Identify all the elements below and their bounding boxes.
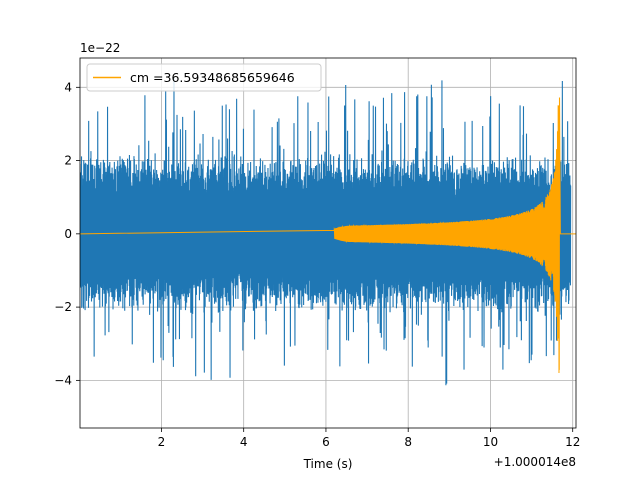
plot-frame [79,57,577,429]
y-tick-label: −2 [54,300,72,314]
legend-label-chirp: cm =36.59348685659646 [130,70,295,85]
y-axis-ticks: −4 −2 0 2 4 [54,80,80,387]
y-tick-label: −4 [54,373,72,387]
legend-box [86,63,322,92]
x-axis-label: Time (s) [303,457,353,471]
plot-data-area [80,77,576,386]
x-tick-label: 8 [404,435,412,449]
x-tick-label: 6 [322,435,330,449]
x-tick-label: 4 [240,435,248,449]
x-axis-ticks: 2 4 6 8 10 12 [158,428,580,449]
x-tick-label: 2 [158,435,166,449]
series-chirp-template [80,97,576,373]
y-tick-label: 0 [64,227,72,241]
y-scale-label: 1e−22 [80,41,120,55]
x-tick-label: 12 [565,435,580,449]
x-tick-label: 10 [483,435,498,449]
legend: cm =36.59348685659646 [86,63,322,92]
y-tick-label: 2 [64,154,72,168]
x-offset-label: +1.000014e8 [494,455,576,469]
y-tick-label: 4 [64,80,72,94]
